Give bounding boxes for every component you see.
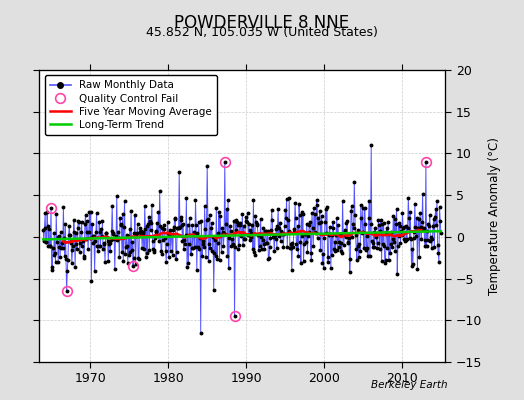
Legend: Raw Monthly Data, Quality Control Fail, Five Year Moving Average, Long-Term Tren: Raw Monthly Data, Quality Control Fail, … xyxy=(45,75,217,135)
Text: 45.852 N, 105.035 W (United States): 45.852 N, 105.035 W (United States) xyxy=(146,26,378,39)
Y-axis label: Temperature Anomaly (°C): Temperature Anomaly (°C) xyxy=(488,137,501,295)
Text: Berkeley Earth: Berkeley Earth xyxy=(372,380,448,390)
Text: POWDERVILLE 8 NNE: POWDERVILLE 8 NNE xyxy=(174,14,350,32)
